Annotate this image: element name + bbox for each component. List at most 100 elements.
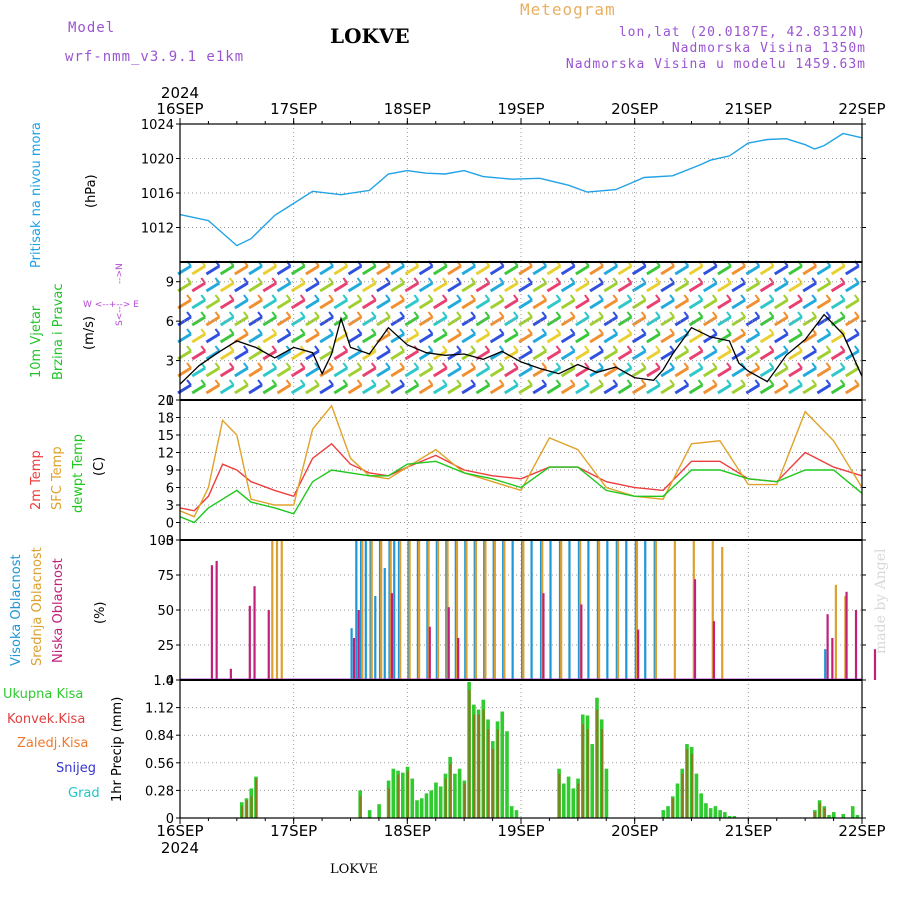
wind-barb-flag [754,294,761,301]
wind-barb-flag [839,362,846,369]
y-tick-label: 15 [157,429,174,444]
precip-conv-bar [671,798,675,818]
wind-barb [674,315,690,327]
wind-barb [234,315,249,327]
wind-barb-flag [484,294,491,301]
wind-barb [603,281,619,293]
cloud-high-bar [634,540,637,680]
wind-barb-flag [797,277,803,284]
wind-barb-flag [427,277,434,284]
wind-barb-flag [484,379,491,386]
wind-barb [234,383,249,395]
wind-barb-flag [754,379,761,386]
wind-barb [262,332,278,344]
wind-barb-flag [441,379,448,386]
wind-barb [759,349,775,361]
precip-conv-bar [245,800,248,818]
wind-barb-flag [399,294,405,301]
x-tick-label-bottom: 22SEP [838,822,885,840]
wind-barb-flag [854,311,860,318]
wind-barb [518,383,533,395]
wind-barb [248,383,263,395]
wind-barb [347,383,363,395]
wind-barb-flag [797,294,803,301]
wind-barb [205,332,221,344]
wind-barb-flag [513,362,519,369]
wind-barb [390,298,405,310]
precip-total-bar [434,782,438,818]
wind-barb [802,349,817,361]
wind-barb-flag [342,311,349,318]
wind-barb-flag [797,311,803,318]
wind-barb-flag [740,379,746,386]
wind-barb [646,315,661,327]
precip-total-bar [850,806,855,818]
x-tick-label-bottom: 21SEP [725,822,772,840]
wind-barb [631,383,647,395]
wind-barb [759,298,775,310]
wind-barb-flag [356,362,363,369]
wind-barb-flag [200,379,206,386]
wind-barb [603,264,619,276]
wind-barb [773,366,789,378]
wind-barb-flag [299,362,306,369]
wind-barb-flag [214,311,221,318]
wind-barb-flag [555,311,562,318]
wind-barb [745,349,761,361]
wind-barb [560,332,576,344]
wind-barb-flag [271,277,278,284]
wind-barb [248,264,263,276]
precip-conv-bar [496,729,499,818]
cloud-high-bar [521,540,524,680]
wind-barb-flag [612,379,619,386]
wind-barb-flag [697,311,704,318]
cloud-mid-bar [834,584,837,680]
wind-barb [560,349,576,361]
wind-barb-flag [498,379,505,386]
temp-2m-line [179,442,863,512]
wind-barb-flag [768,345,775,352]
wind-barb-column [589,260,604,395]
cloud-high-bar [464,540,467,680]
wind-barb-flag [683,294,690,301]
precip-total-bar [723,812,727,818]
wind-barb [646,264,661,276]
wind-barb [219,383,235,395]
wind-barb-flag [370,379,377,386]
wind-barb [489,383,505,395]
cloud-high-bar [397,540,401,680]
wind-barb-flag [186,328,192,335]
wind-barb [461,264,476,276]
wind-barb-flag [584,379,590,386]
wind-barb [276,315,292,327]
wind-barb-flag [825,379,832,386]
y-tick-label: 18 [157,412,174,427]
wind-barb [845,366,860,378]
wind-barb [589,349,604,361]
cloud-mid-bar [484,540,487,680]
precip-total-bar [429,790,434,818]
wind-barb [518,332,533,344]
wind-barb [276,349,292,361]
wind-barb [489,366,505,378]
wind-barb-flag [569,328,576,335]
wind-barb-column [646,260,661,395]
cloud-low-bar [637,629,640,680]
wind-barb-flag [711,294,718,301]
y-tick-label: 6 [166,315,174,330]
precip-total-bar [500,711,505,818]
wind-barb [191,383,206,395]
y-tick-label: 1.12 [145,702,174,717]
cloud-high-bar [374,596,377,680]
wind-barb-flag [413,379,420,386]
wind-barb [276,281,292,293]
wind-barb [631,264,647,276]
wind-barb [830,366,846,378]
cloud-low-bar [229,668,232,680]
wind-barb-flag [441,362,448,369]
wind-barb-flag [626,379,633,386]
cloud-low-bar [845,591,848,680]
wind-barb-flag [228,345,235,352]
wind-barb-flag [669,294,675,301]
precip-total-bar [514,810,519,818]
